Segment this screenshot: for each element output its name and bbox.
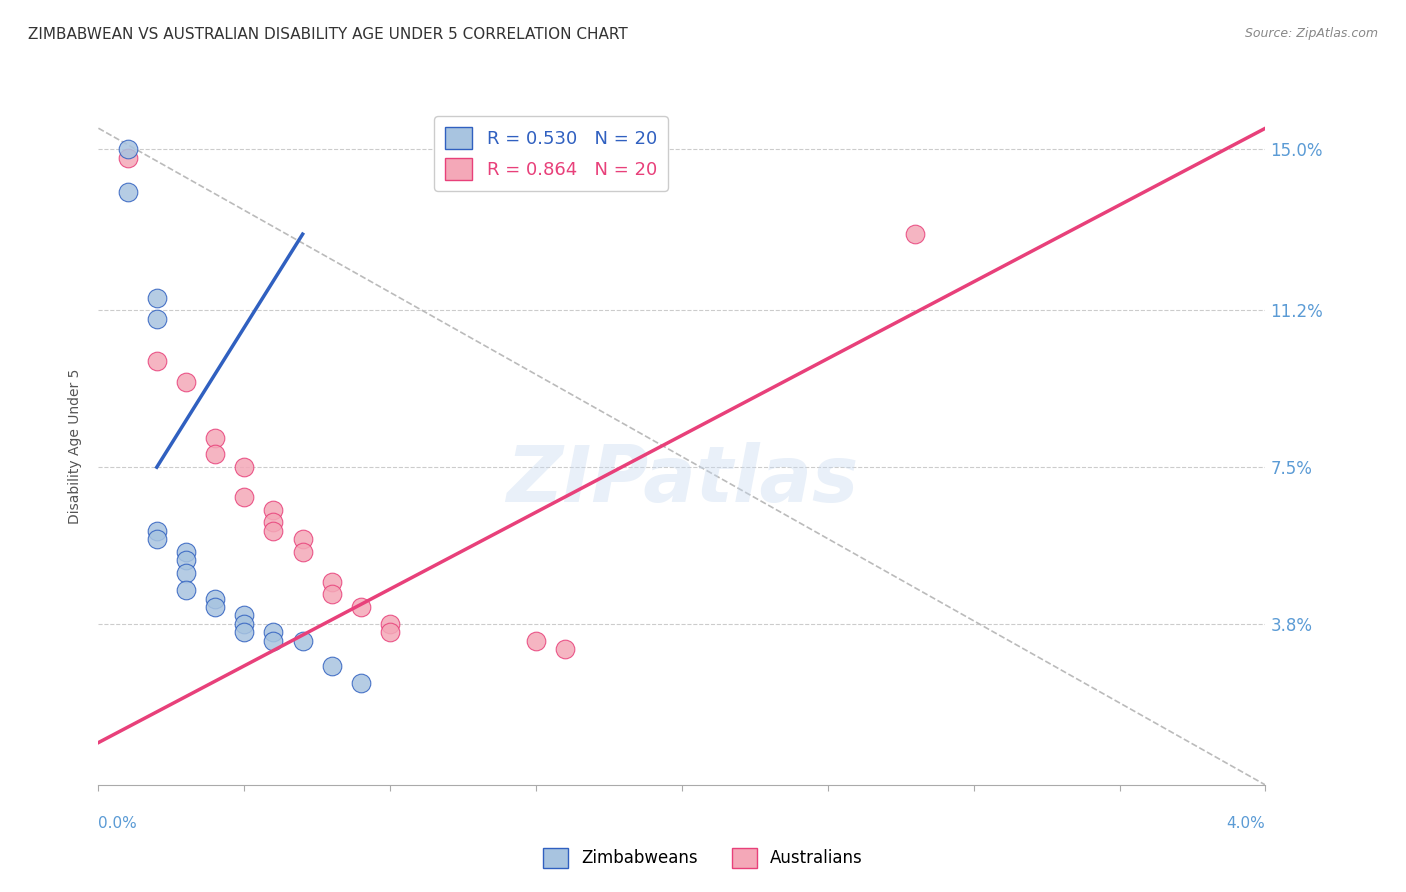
Point [174, 583, 197, 598]
Text: 4.0%: 4.0% [1226, 816, 1265, 831]
Point [262, 502, 284, 516]
Text: ZIMBABWEAN VS AUSTRALIAN DISABILITY AGE UNDER 5 CORRELATION CHART: ZIMBABWEAN VS AUSTRALIAN DISABILITY AGE … [28, 27, 628, 42]
Text: 0.0%: 0.0% [98, 816, 138, 831]
Point [262, 625, 284, 640]
Point [350, 599, 373, 614]
Point [117, 143, 139, 157]
Point [174, 376, 197, 390]
Point [321, 587, 343, 601]
Point [233, 617, 256, 632]
Legend: R = 0.530   N = 20, R = 0.864   N = 20: R = 0.530 N = 20, R = 0.864 N = 20 [434, 116, 668, 191]
Point [291, 545, 314, 559]
Point [904, 227, 927, 241]
Point [350, 676, 373, 690]
Point [233, 625, 256, 640]
Point [524, 633, 547, 648]
Point [554, 642, 576, 657]
Point [233, 460, 256, 475]
Point [380, 617, 402, 632]
Point [146, 354, 169, 368]
Point [146, 312, 169, 326]
Point [204, 591, 226, 606]
Point [204, 430, 226, 444]
Point [321, 659, 343, 673]
Point [174, 566, 197, 581]
Point [233, 490, 256, 504]
Point [291, 532, 314, 546]
Point [117, 185, 139, 199]
Point [233, 608, 256, 623]
Point [146, 291, 169, 305]
Point [146, 532, 169, 546]
Point [262, 633, 284, 648]
Point [146, 524, 169, 538]
Point [204, 448, 226, 462]
Point [174, 553, 197, 567]
Point [380, 625, 402, 640]
Point [204, 599, 226, 614]
Point [321, 574, 343, 589]
Text: ZIPatlas: ZIPatlas [506, 442, 858, 518]
Y-axis label: Disability Age Under 5: Disability Age Under 5 [69, 368, 83, 524]
Point [117, 151, 139, 165]
Legend: Zimbabweans, Australians: Zimbabweans, Australians [537, 841, 869, 875]
Point [291, 633, 314, 648]
Point [262, 524, 284, 538]
Point [174, 545, 197, 559]
Text: Source: ZipAtlas.com: Source: ZipAtlas.com [1244, 27, 1378, 40]
Point [262, 515, 284, 529]
